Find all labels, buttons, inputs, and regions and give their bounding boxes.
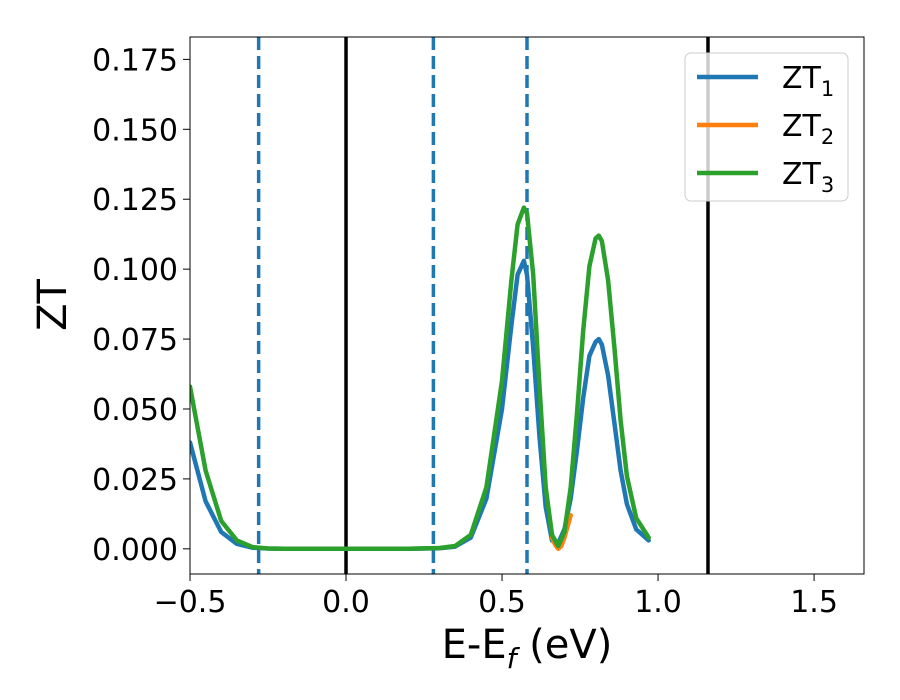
y-axis-ticks: 0.000 0.025 0.050 0.075 0.100 0.125 0.150 0.175 xyxy=(92,43,190,568)
legend-label: ZT1 xyxy=(782,61,834,101)
x-axis-label-unit: (eV) xyxy=(516,622,612,668)
legend-entry-zt1: ZT1 xyxy=(697,61,834,101)
y-tick-label: 0.125 xyxy=(92,183,178,218)
x-tick-label: 1.5 xyxy=(790,585,838,620)
y-tick-label: 0.075 xyxy=(92,323,178,358)
y-tick-label: 0.100 xyxy=(92,253,178,288)
y-tick-label: 0.150 xyxy=(92,113,178,148)
y-tick-label: 0.025 xyxy=(92,463,178,498)
series-line-zt3 xyxy=(190,205,651,552)
legend-label: ZT2 xyxy=(782,109,834,149)
x-axis-ticks: −0.5 0.0 0.5 1.0 1.5 xyxy=(154,574,838,620)
y-tick-label: 0.050 xyxy=(92,393,178,428)
legend-label: ZT3 xyxy=(782,157,834,197)
x-axis-label-main: E-E xyxy=(442,622,507,668)
x-tick-label: 0.0 xyxy=(322,585,370,620)
y-tick-label: 0.000 xyxy=(92,533,178,568)
y-axis-label: ZT xyxy=(30,279,76,331)
x-tick-label: 0.5 xyxy=(478,585,526,620)
legend-box xyxy=(684,52,849,202)
legend-entry-zt2: ZT2 xyxy=(697,109,834,149)
y-tick-label: 0.175 xyxy=(92,43,178,78)
x-axis-label: E-Ef (eV) xyxy=(442,622,613,675)
legend: ZT1 ZT2 ZT3 xyxy=(684,52,849,202)
plot-frame xyxy=(189,36,865,575)
x-tick-label: 1.0 xyxy=(634,585,682,620)
series-lines xyxy=(190,205,651,552)
x-tick-label: −0.5 xyxy=(154,585,227,620)
legend-entry-zt3: ZT3 xyxy=(697,157,834,197)
